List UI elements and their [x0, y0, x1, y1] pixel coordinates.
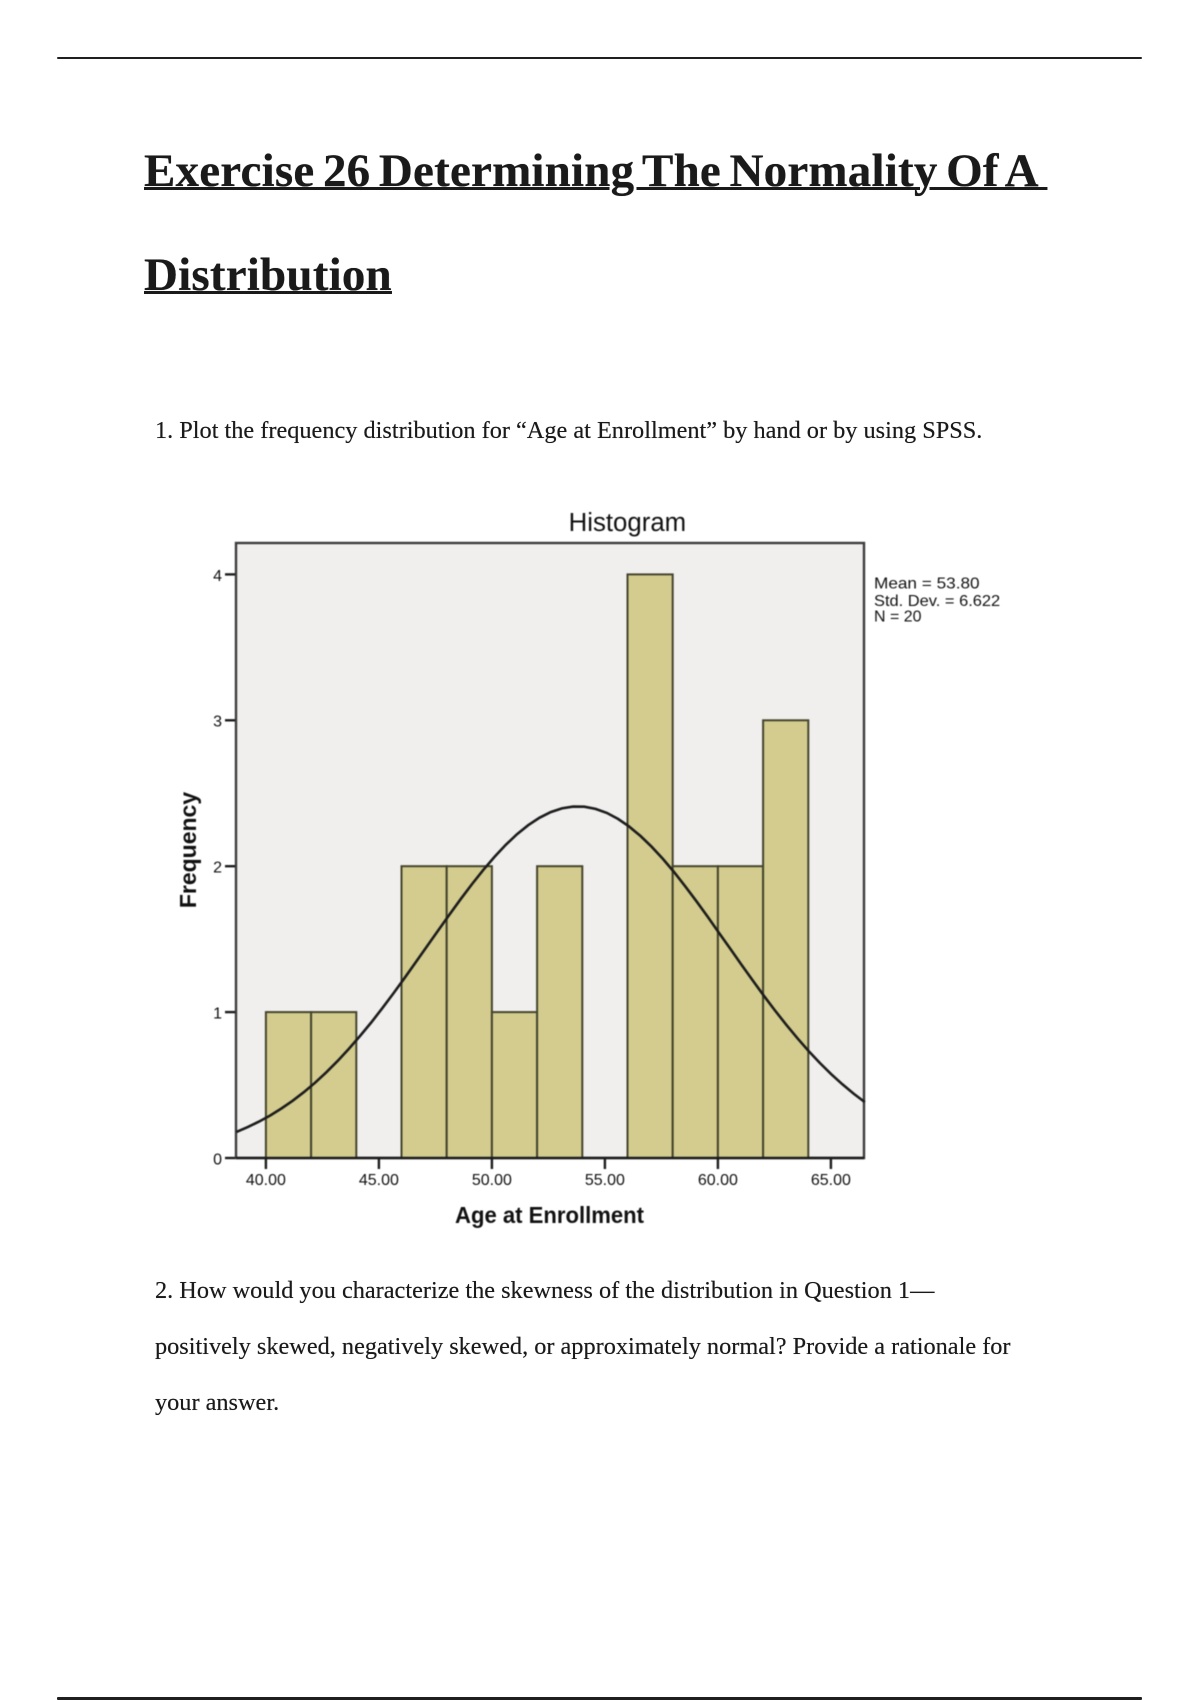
svg-text:45.00: 45.00: [359, 1172, 399, 1189]
svg-text:65.00: 65.00: [811, 1172, 851, 1189]
svg-text:Std. Dev. = 6.622: Std. Dev. = 6.622: [874, 593, 1000, 610]
svg-text:Histogram: Histogram: [569, 509, 687, 537]
svg-text:Frequency: Frequency: [175, 792, 201, 909]
svg-text:60.00: 60.00: [698, 1172, 738, 1189]
svg-text:4: 4: [213, 568, 222, 585]
svg-text:40.00: 40.00: [246, 1172, 286, 1189]
svg-text:0: 0: [213, 1151, 222, 1168]
svg-text:Age at Enrollment: Age at Enrollment: [455, 1202, 644, 1228]
svg-text:2: 2: [213, 860, 222, 877]
svg-text:Mean = 53.80: Mean = 53.80: [874, 576, 980, 593]
svg-text:3: 3: [213, 714, 222, 731]
svg-text:N = 20: N = 20: [874, 609, 922, 626]
svg-text:1: 1: [213, 1006, 222, 1023]
svg-text:55.00: 55.00: [585, 1172, 625, 1189]
svg-text:50.00: 50.00: [472, 1172, 512, 1189]
